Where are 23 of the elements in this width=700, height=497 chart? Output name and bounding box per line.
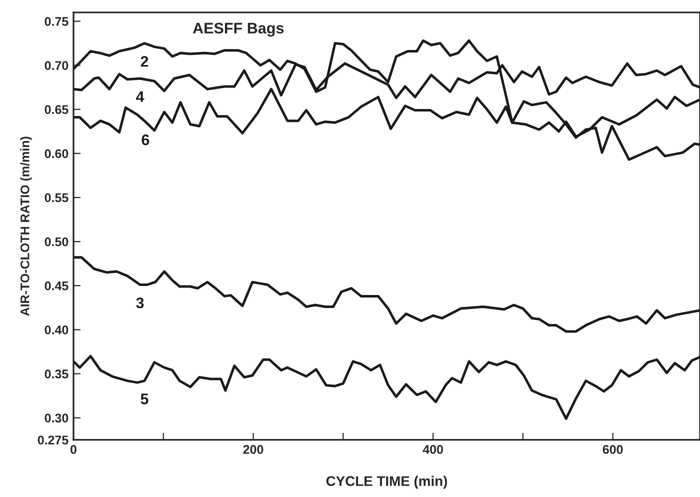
x-tick-label: 0 (70, 445, 76, 454)
series-label: 6 (142, 134, 150, 146)
y-tick-label: 0.275 (38, 436, 68, 444)
series-label: 2 (140, 56, 148, 67)
y-tick-label: 0.45 (44, 281, 68, 290)
y-tick-label: 0.30 (44, 414, 68, 422)
x-tick-label: 200 (243, 445, 264, 454)
text: AESFF Bags (192, 22, 284, 37)
series-label: 3 (136, 297, 144, 308)
x-tick-label: 600 (602, 445, 623, 454)
y-tick-label: 0.75 (44, 17, 68, 26)
y-tick-label: 0.50 (44, 237, 68, 246)
y-tick-label: 0.70 (44, 61, 68, 70)
y-tick-label: 0.40 (44, 325, 68, 334)
x-tick-label: 400 (422, 445, 443, 454)
y-tick-label: 0.55 (44, 193, 68, 202)
y-tick-label: 0.60 (44, 149, 68, 158)
series-label: 4 (136, 91, 144, 102)
y-tick-label: 0.65 (44, 105, 68, 114)
y-axis-title: AIR-TO-CLOTH RATIO (m/min) (20, 136, 32, 316)
x-axis-title: CYCLE TIME (min) (326, 476, 448, 489)
y-tick-label: 0.35 (44, 370, 68, 378)
series-label: 5 (140, 394, 148, 404)
